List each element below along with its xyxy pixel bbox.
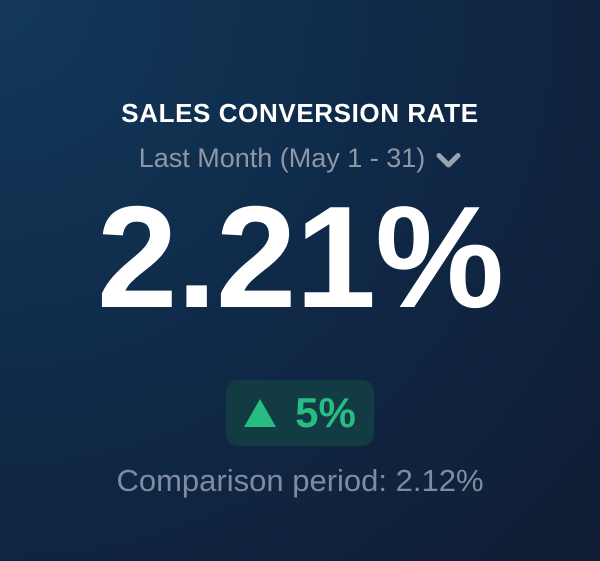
comparison-label: Comparison period: [116, 463, 387, 499]
period-selector[interactable]: Last Month (May 1 - 31) [139, 142, 462, 176]
period-label: Last Month (May 1 - 31) [138, 142, 426, 173]
card-title: SALES CONVERSION RATE [121, 98, 479, 128]
change-badge: 5% [226, 380, 374, 447]
comparison-period: Comparison period: 2.12% [116, 462, 483, 499]
change-value: 5% [295, 389, 356, 437]
chevron-down-icon [436, 152, 461, 169]
comparison-value: 2.12% [395, 463, 484, 499]
metric-value: 2.21% [96, 176, 504, 339]
triangle-up-icon [244, 399, 277, 428]
